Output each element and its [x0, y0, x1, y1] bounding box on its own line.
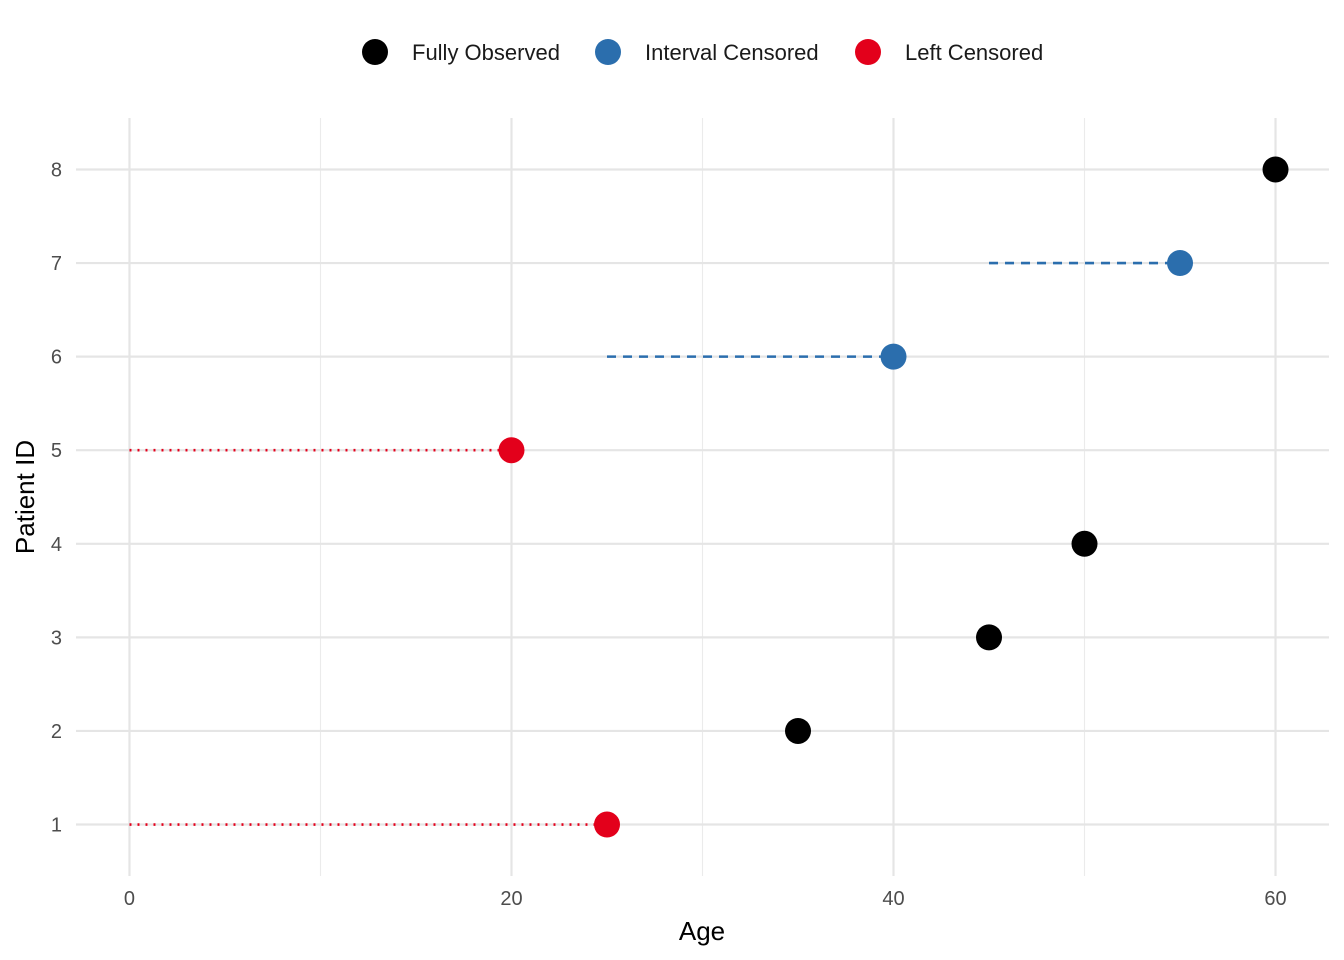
y-axis-title: Patient ID [10, 440, 40, 554]
data-points [498, 156, 1289, 838]
interval-censored-point [1167, 250, 1194, 277]
y-tick-label: 8 [51, 159, 62, 181]
x-tick-label: 60 [1264, 888, 1286, 910]
y-tick-label: 2 [51, 721, 62, 743]
legend-key [855, 39, 881, 65]
y-tick-label: 1 [51, 815, 62, 837]
minor-gridlines [319, 118, 1086, 876]
legend-item: Left Censored [855, 39, 1043, 65]
y-tick-label: 5 [51, 440, 62, 462]
x-tick-label: 20 [500, 888, 522, 910]
legend-label: Fully Observed [412, 40, 560, 65]
left-censored-point [593, 811, 620, 838]
left-censored-point [498, 437, 525, 464]
y-tick-label: 4 [51, 534, 62, 556]
legend-item: Fully Observed [362, 39, 560, 65]
legend: Fully Observed Interval Censored Left Cens… [362, 39, 1043, 65]
fully-observed-point [1071, 530, 1098, 557]
y-axis-ticks: 1 2 3 4 5 6 7 8 [51, 159, 62, 836]
interval-censored-point [880, 343, 907, 370]
legend-item: Interval Censored [595, 39, 819, 65]
legend-key [595, 39, 621, 65]
fully-observed-point [976, 624, 1003, 651]
x-axis-title: Age [679, 916, 725, 946]
y-tick-label: 3 [51, 627, 62, 649]
fully-observed-point [785, 717, 812, 744]
x-axis-ticks: 0 20 40 60 [124, 888, 1287, 910]
legend-key [362, 39, 388, 65]
y-tick-label: 6 [51, 347, 62, 369]
legend-label: Left Censored [905, 40, 1043, 65]
fully-observed-point [1262, 156, 1289, 183]
x-tick-label: 40 [882, 888, 904, 910]
legend-label: Interval Censored [645, 40, 819, 65]
y-tick-label: 7 [51, 253, 62, 275]
x-tick-label: 0 [124, 888, 135, 910]
